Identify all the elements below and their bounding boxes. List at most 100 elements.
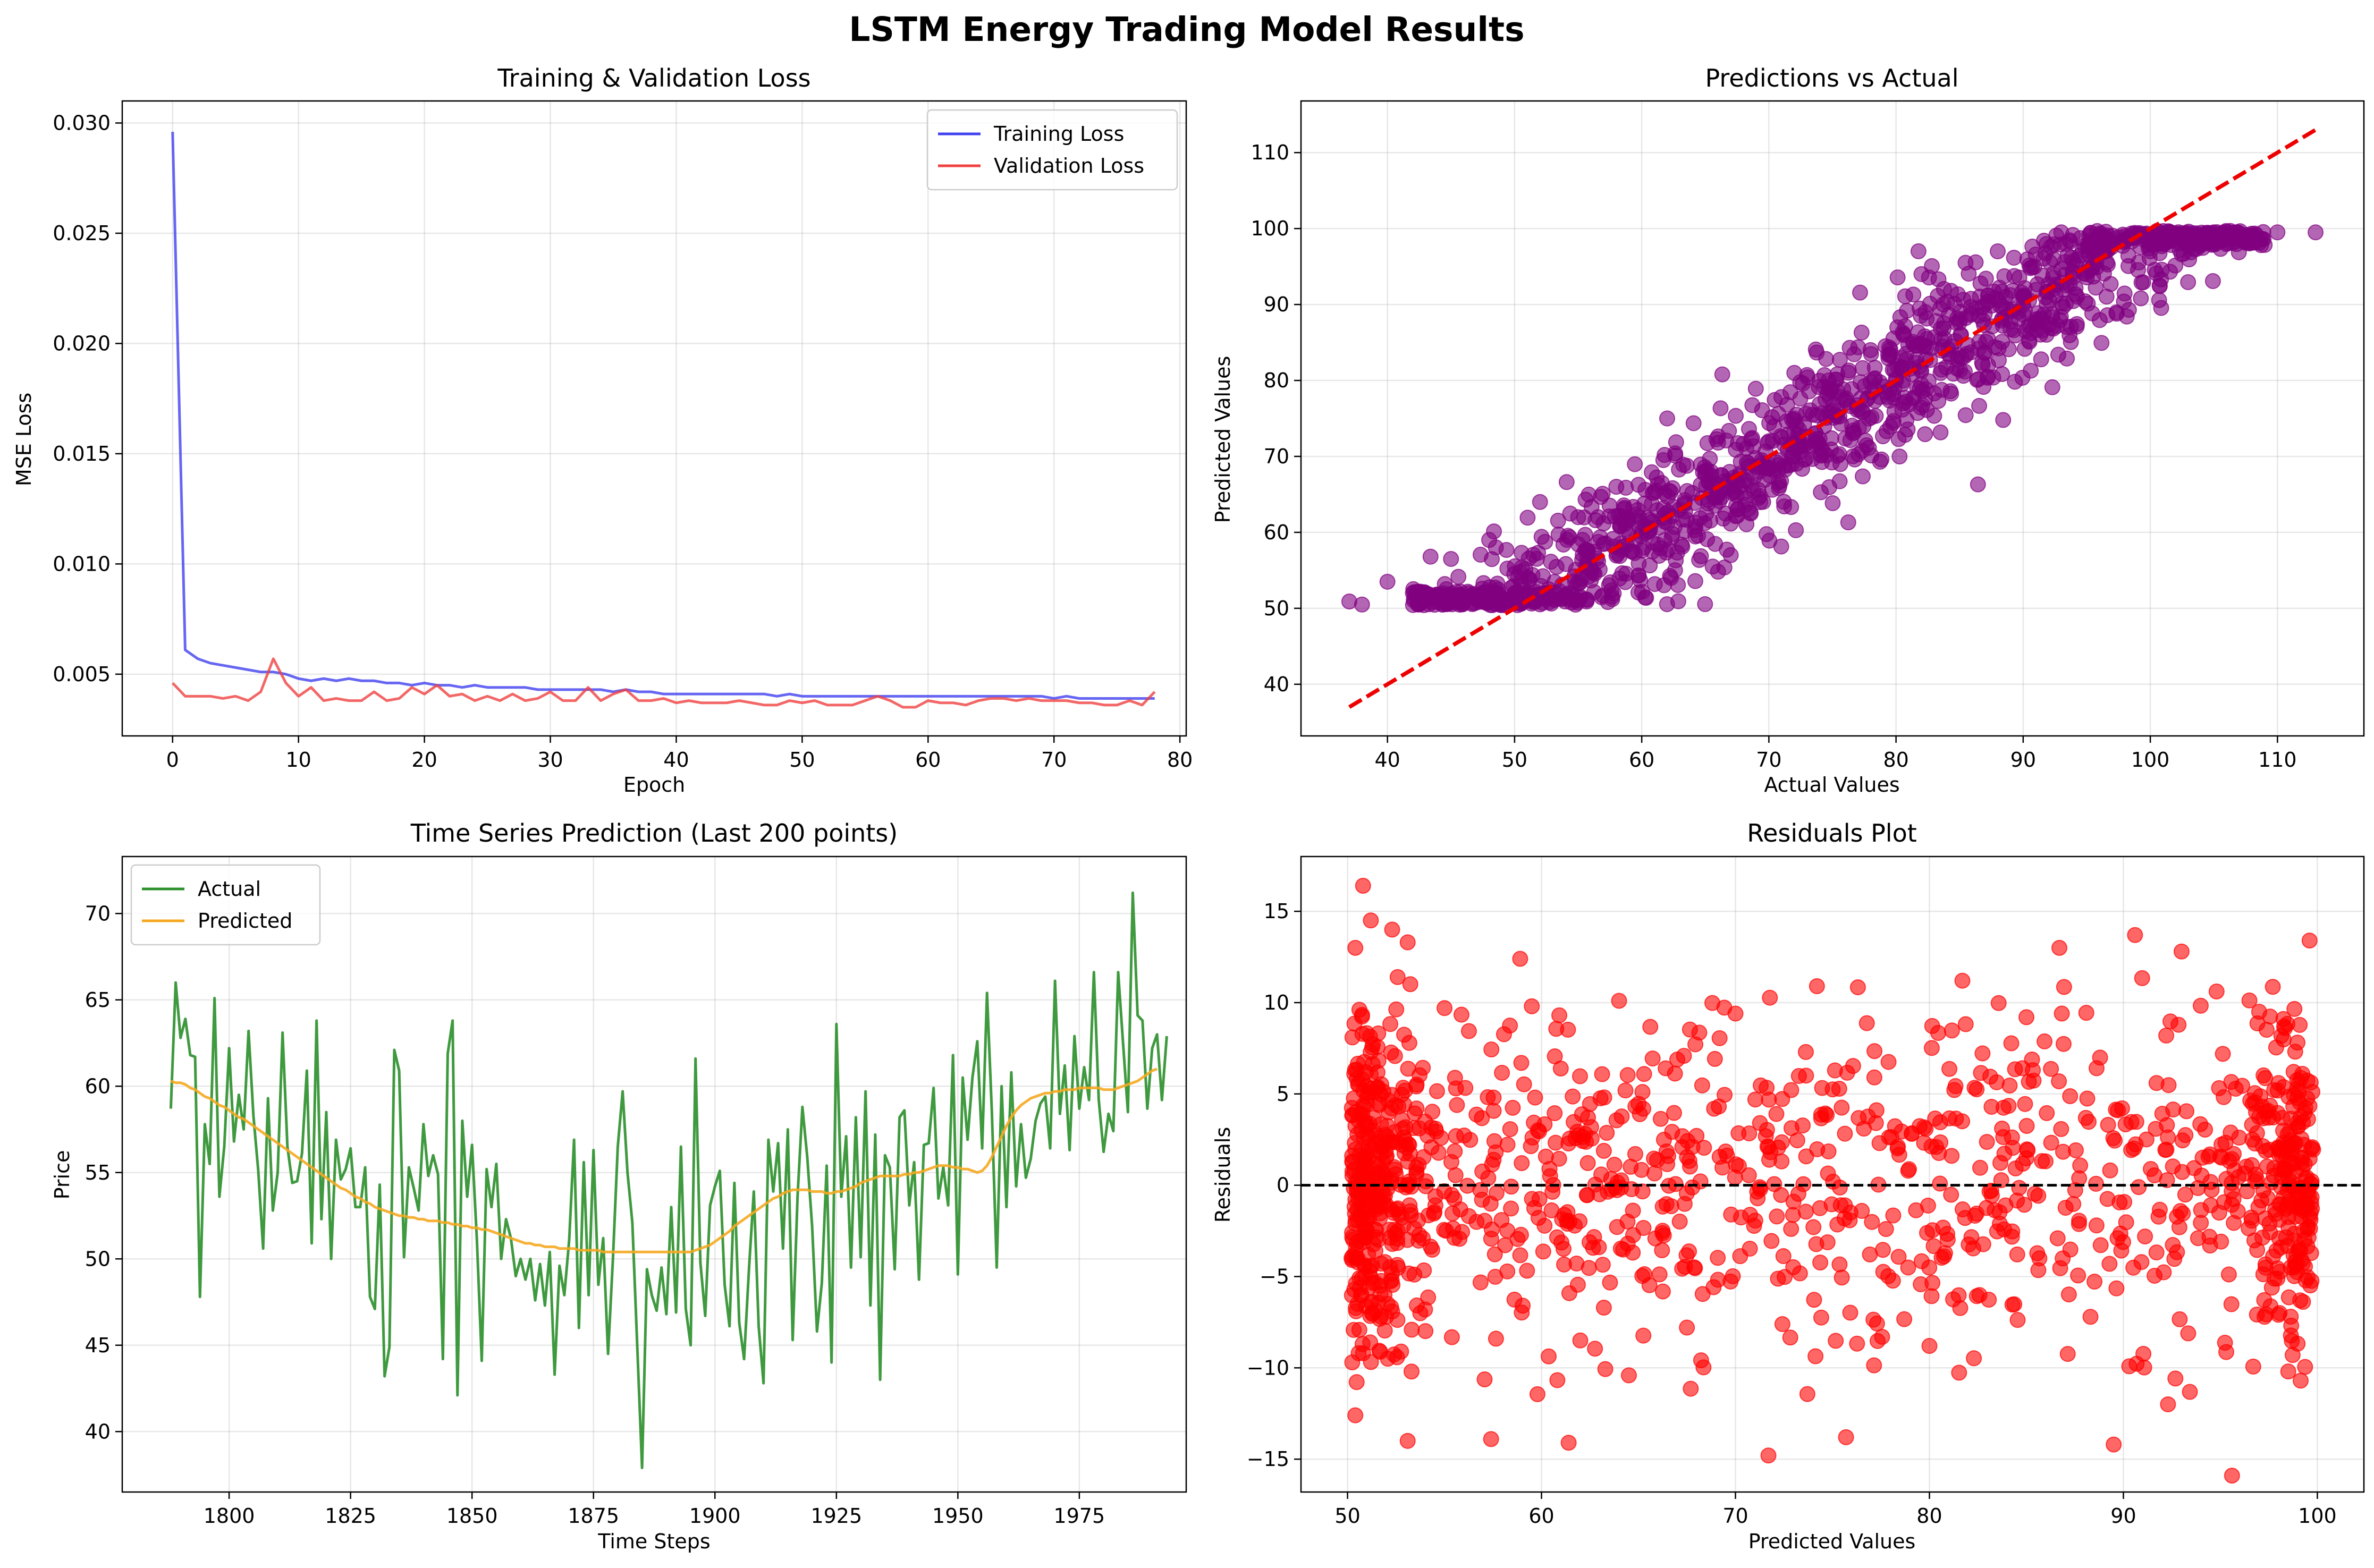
- residual-point: [2136, 1359, 2152, 1376]
- residual-point: [1676, 1196, 1693, 1212]
- ts-legend-box: [130, 864, 321, 946]
- residual-point: [1619, 1067, 1636, 1083]
- residual-point: [2173, 943, 2190, 960]
- scatter-point: [2204, 273, 2221, 290]
- residual-point: [1896, 1311, 1913, 1327]
- residual-point: [1613, 1108, 1630, 1125]
- pred-xtick-label: 80: [1883, 748, 1908, 772]
- residual-point: [2165, 1237, 2181, 1253]
- residual-point: [1389, 1349, 1405, 1366]
- scatter-point: [2006, 250, 2022, 266]
- residual-point: [2021, 1074, 2037, 1090]
- residual-point: [1361, 1139, 1377, 1155]
- scatter-point: [1646, 576, 1663, 592]
- time-series-chart: Time Series Prediction (Last 200 points)…: [50, 819, 1187, 1553]
- residual-point: [2303, 1273, 2320, 1289]
- predicted-price-line: [170, 1067, 1158, 1253]
- scatter-point: [2032, 326, 2049, 343]
- scatter-point: [1824, 495, 1841, 511]
- scatter-point: [1990, 243, 2006, 260]
- residual-point: [1694, 1286, 1711, 1302]
- residual-point: [1559, 1213, 1575, 1229]
- residual-point: [1396, 1145, 1413, 1162]
- residual-point: [1345, 1107, 1361, 1123]
- residuals-title: Residuals Plot: [1747, 819, 1917, 847]
- ts-xtick-label: 1900: [689, 1504, 741, 1528]
- scatter-point: [1744, 430, 1760, 446]
- residual-point: [1785, 1193, 1802, 1210]
- residual-point: [2101, 1256, 2118, 1272]
- pred-xtick-label: 90: [2010, 748, 2036, 772]
- scatter-point: [1926, 408, 1942, 424]
- scatter-point: [2084, 305, 2100, 321]
- residual-point: [1364, 1275, 1381, 1291]
- res-ytick-label: 10: [1264, 991, 1289, 1014]
- pred-xtick-label: 40: [1374, 748, 1400, 772]
- residual-point: [1530, 1122, 1546, 1139]
- residual-point: [1806, 1292, 1822, 1308]
- residual-point: [2276, 1018, 2292, 1035]
- residual-point: [2019, 1141, 2035, 1158]
- residual-point: [1572, 1332, 1589, 1349]
- loss-ytick-label: 0.030: [53, 111, 111, 134]
- residual-point: [2178, 1103, 2195, 1120]
- residual-point: [1499, 1263, 1516, 1279]
- residual-point: [1704, 995, 1721, 1011]
- residual-point: [1549, 1372, 1566, 1388]
- residual-point: [2024, 1052, 2040, 1068]
- pred-ytick-label: 60: [1264, 521, 1289, 544]
- scatter-point: [1722, 547, 1739, 563]
- scatter-point: [1697, 596, 1713, 612]
- scatter-point: [1481, 532, 1498, 548]
- loss-xtick-label: 50: [789, 748, 815, 772]
- residual-point: [1642, 1019, 1659, 1035]
- residual-point: [1485, 1151, 1502, 1168]
- residual-point: [1727, 1005, 1744, 1022]
- residual-point: [1408, 1100, 1425, 1117]
- residual-point: [1347, 939, 1364, 956]
- residual-point: [1954, 1201, 1971, 1218]
- residual-point: [2245, 1358, 2261, 1375]
- loss-xtick-label: 80: [1167, 748, 1193, 772]
- loss-frame: [121, 100, 1187, 737]
- scatter-point: [1422, 548, 1439, 565]
- residual-point: [2262, 1298, 2279, 1315]
- residual-point: [2009, 1312, 2026, 1328]
- residual-point: [1760, 1447, 1777, 1464]
- residual-point: [2043, 1061, 2059, 1077]
- residual-point: [2051, 1073, 2067, 1089]
- loss-grid: [122, 101, 1186, 736]
- residual-point: [1692, 1173, 1709, 1190]
- scatter-point: [1687, 573, 1703, 589]
- residual-point: [1349, 1295, 1366, 1312]
- scatter-point: [1840, 514, 1856, 531]
- scatter-point: [1943, 385, 1959, 402]
- res-xtick-label: 100: [2298, 1504, 2337, 1528]
- residual-point: [1351, 1321, 1367, 1338]
- residual-point: [1594, 1257, 1611, 1273]
- scatter-point: [1786, 365, 1803, 381]
- loss-xtick-label: 20: [411, 748, 437, 772]
- residual-point: [2062, 1088, 2079, 1104]
- residual-point: [1399, 1433, 1416, 1449]
- pred-vs-actual-chart: Predictions vs Actual Actual Values Pred…: [1211, 64, 2365, 796]
- residual-point: [1453, 1006, 1469, 1023]
- scatter-point: [1637, 481, 1654, 498]
- residual-point: [1987, 1202, 2003, 1218]
- loss-legend-box: [926, 109, 1178, 191]
- residual-point: [1344, 1354, 1361, 1371]
- residual-point: [1476, 1213, 1493, 1229]
- residual-point: [1820, 1165, 1836, 1182]
- pred-ytick-label: 70: [1264, 445, 1289, 468]
- residual-point: [1866, 1043, 1883, 1060]
- scatter-point: [1913, 266, 1930, 282]
- residual-point: [1635, 1220, 1652, 1236]
- residual-point: [1654, 1198, 1671, 1215]
- residual-point: [1609, 1174, 1626, 1191]
- residual-point: [2202, 1146, 2218, 1163]
- loss-chart-xlabel: Epoch: [623, 773, 685, 796]
- scatter-point: [1950, 286, 1966, 302]
- res-xtick-label: 60: [1528, 1504, 1554, 1528]
- residual-point: [2270, 1140, 2287, 1156]
- residual-point: [1512, 1247, 1528, 1264]
